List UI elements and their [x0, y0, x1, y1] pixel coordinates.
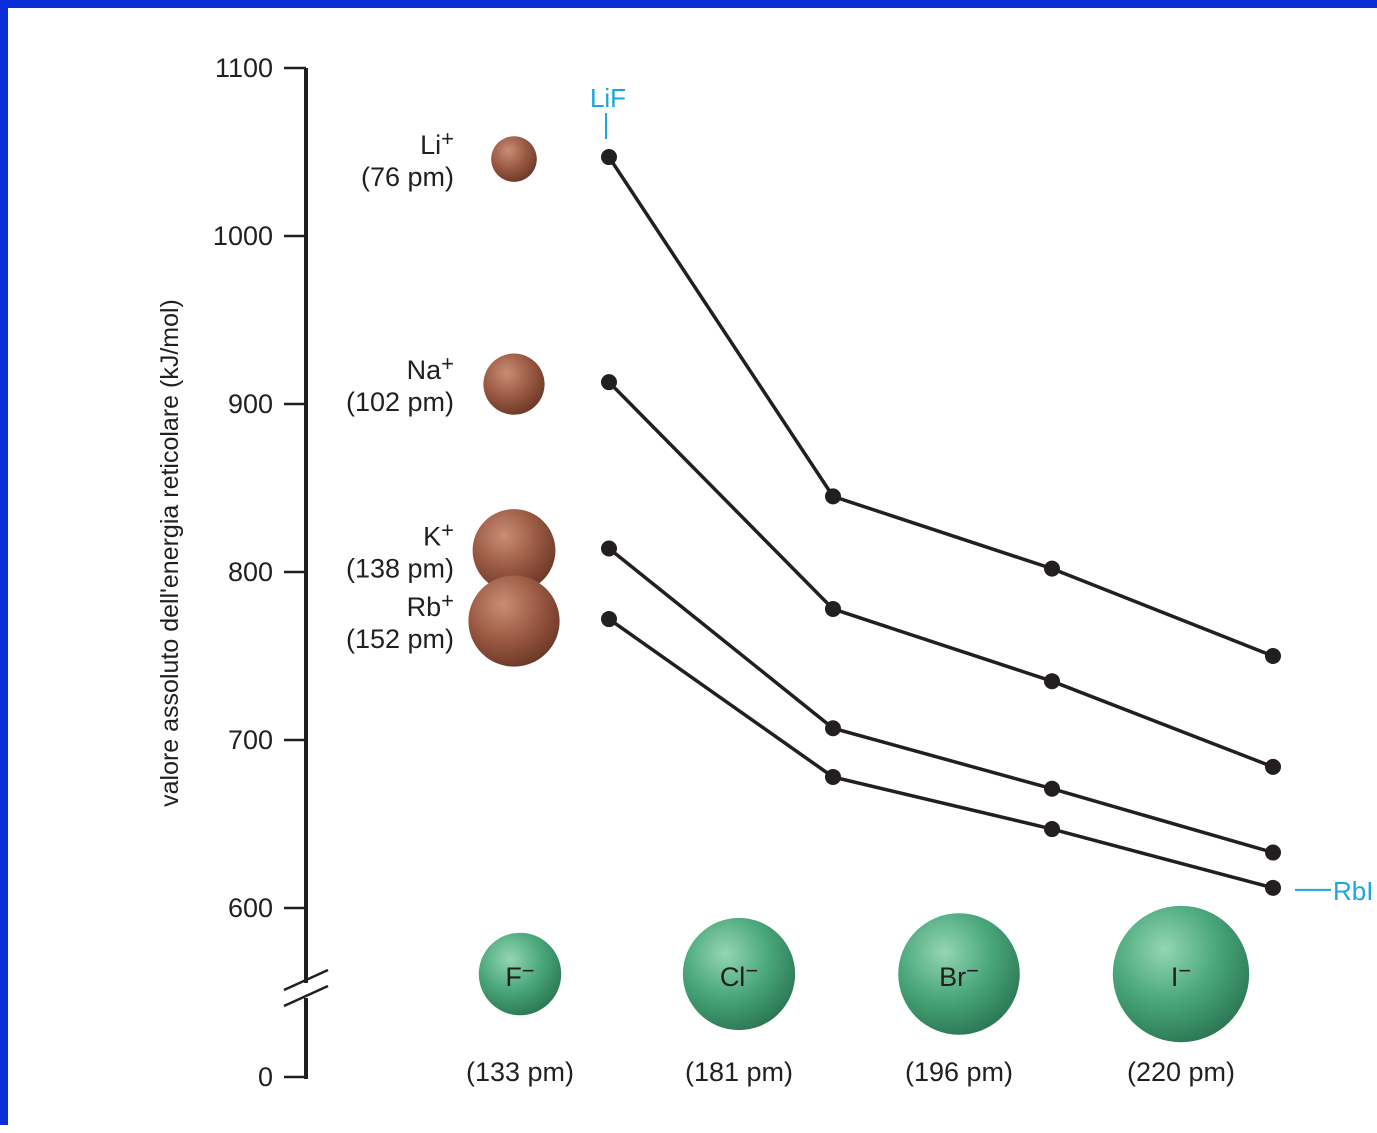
data-point-k-cl [825, 720, 841, 737]
data-point-k-i [1265, 844, 1281, 861]
data-point-rb-i [1265, 879, 1281, 896]
annotations: LiF RbI [590, 83, 1374, 906]
data-point-k-f [601, 540, 617, 557]
y-tick-label: 600 [228, 893, 273, 923]
series-line-k [607, 547, 1274, 855]
data-point-na-f [601, 374, 617, 391]
cation-sphere-na [483, 353, 545, 415]
cation-spheres: Li+(76 pm) Na+(102 pm) K+(138 pm) Rb+(152 p… [346, 126, 560, 667]
anion-radius-br: (196 pm) [905, 1057, 1013, 1087]
anion-symbol-br: Br− [939, 958, 979, 992]
anion-radius-i: (220 pm) [1127, 1057, 1235, 1087]
y-tick-label: 800 [228, 557, 273, 587]
anion-symbol-f: F− [505, 958, 534, 992]
anion-radius-f: (133 pm) [466, 1057, 574, 1087]
cation-radius-rb: (152 pm) [346, 624, 454, 654]
series-line-li [607, 156, 1274, 658]
y-tick-label: 700 [228, 725, 273, 755]
y-tick-label: 900 [228, 389, 273, 419]
data-point-na-cl [825, 600, 841, 617]
anion-sphere-br [898, 913, 1020, 1035]
anion-sphere-f [478, 932, 562, 1016]
cation-radius-k: (138 pm) [346, 553, 454, 583]
data-point-rb-br [1044, 821, 1060, 838]
annotation-label: LiF [590, 83, 626, 113]
y-axis: 1100 1000 900 800 700 600 0 [213, 53, 329, 1092]
cation-radius-na: (102 pm) [346, 387, 454, 417]
data-point-rb-cl [825, 768, 841, 785]
data-point-na-br [1044, 673, 1060, 690]
y-tick-label: 1100 [215, 53, 273, 83]
cation-symbol-na: Na+ [407, 351, 454, 385]
data-point-li-br [1044, 560, 1060, 577]
cation-symbol-rb: Rb+ [407, 588, 454, 622]
cation-sphere-rb [468, 575, 560, 667]
cation-radius-li: (76 pm) [361, 162, 454, 192]
data-point-li-f [601, 149, 617, 166]
y-tick-label: 1000 [213, 221, 273, 251]
data-point-k-br [1044, 780, 1060, 797]
series-line-rb [607, 617, 1274, 890]
lattice-energy-chart: 1100 1000 900 800 700 600 0 valore assoluto de… [156, 53, 1374, 1092]
axis-break-mark [283, 984, 329, 1008]
series-line-na [607, 380, 1274, 769]
cation-symbol-k: K+ [423, 517, 454, 551]
cation-sphere-li [491, 136, 537, 182]
y-tick-label: 0 [258, 1062, 273, 1092]
data-point-na-i [1265, 758, 1281, 775]
data-point-li-i [1265, 648, 1281, 664]
series-lines [601, 149, 1281, 896]
y-axis-label: valore assoluto dell'energia reticolare … [156, 299, 184, 807]
data-point-rb-f [601, 611, 617, 628]
axis-break-mark [283, 968, 329, 992]
cation-symbol-li: Li+ [420, 126, 454, 160]
anion-radius-cl: (181 pm) [685, 1057, 793, 1087]
cation-sphere-k [472, 509, 556, 592]
data-point-li-cl [825, 488, 841, 505]
anion-sphere-cl [682, 917, 796, 1031]
anion-spheres: F−(133 pm)Cl−(181 pm)Br−(196 pm)I−(220 p… [466, 905, 1250, 1087]
annotation-label: RbI [1333, 876, 1373, 906]
anion-sphere-i [1112, 905, 1250, 1043]
